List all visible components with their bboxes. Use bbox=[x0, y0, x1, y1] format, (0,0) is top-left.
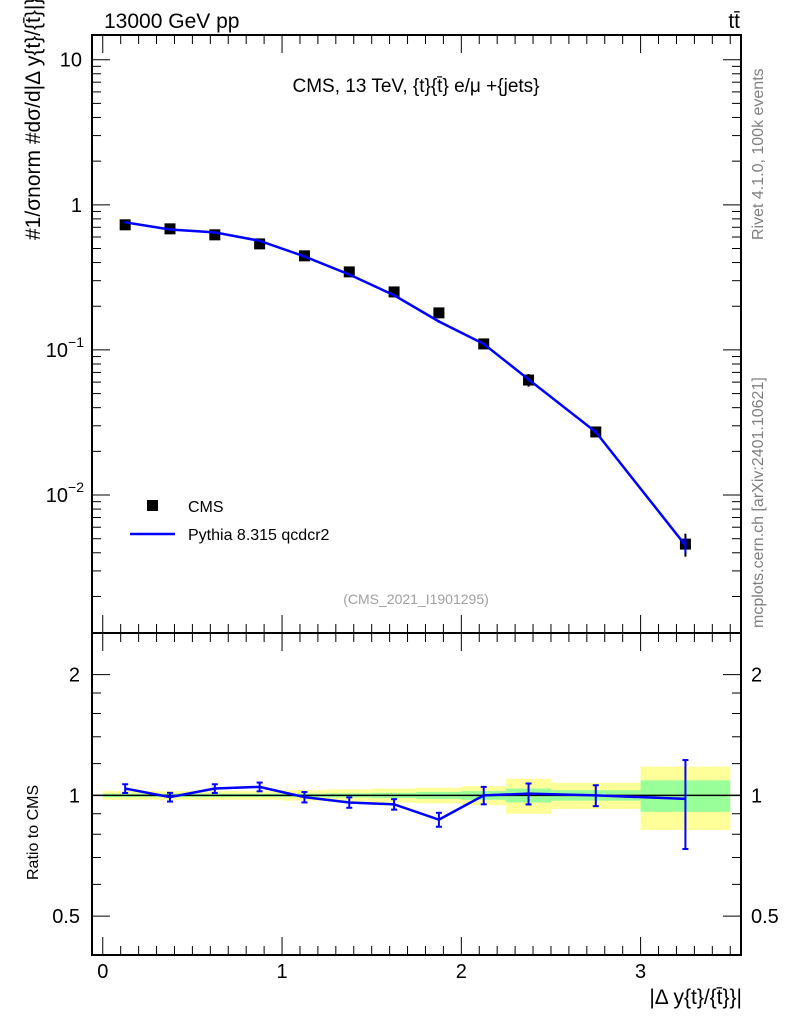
ratio-y-tick-label: 2 bbox=[69, 665, 80, 687]
ratio-y-tick-label-right: 0.5 bbox=[751, 906, 779, 928]
ratio-y-tick-label: 0.5 bbox=[52, 906, 80, 928]
y-tick-label: 10 bbox=[60, 50, 82, 72]
x-tick-label: 2 bbox=[456, 961, 467, 983]
legend-pythia-label: Pythia 8.315 qcdcr2 bbox=[188, 527, 330, 544]
rivet-version-label: Rivet 4.1.0, 100k events bbox=[750, 68, 767, 240]
y-tick-exponent: −2 bbox=[68, 479, 84, 495]
cms-data-point bbox=[343, 266, 355, 278]
cms-data-point bbox=[388, 286, 400, 298]
ratio-frame bbox=[91, 632, 742, 956]
ratio-pythia-line bbox=[124, 785, 686, 822]
ratio-y-tick-label-right: 2 bbox=[751, 665, 762, 687]
x-tick-label: 0 bbox=[97, 961, 108, 983]
analysis-watermark: (CMS_2021_I1901295) bbox=[343, 591, 489, 607]
y-tick-label: 1 bbox=[71, 195, 82, 217]
ratio-y-tick-label: 1 bbox=[69, 785, 80, 807]
legend-cms-marker bbox=[147, 500, 158, 511]
y-tick-exponent: −1 bbox=[68, 334, 84, 350]
cms-data-point bbox=[119, 219, 131, 231]
y-tick-label: 10 bbox=[46, 340, 68, 362]
legend: CMS Pythia 8.315 qcdcr2 bbox=[130, 499, 330, 544]
x-tick-label: 3 bbox=[635, 961, 646, 983]
ratio-y-axis-label: Ratio to CMS bbox=[25, 785, 42, 880]
header-process: 13000 GeV pp bbox=[104, 10, 239, 33]
cms-data-point bbox=[433, 307, 445, 319]
cms-data-point bbox=[254, 238, 266, 250]
pythia-line bbox=[124, 221, 687, 547]
ratio-panel: 2 2 1 1 0.5 0.5 0 1 2 3 bbox=[52, 632, 779, 983]
x-tick-label: 1 bbox=[276, 961, 287, 983]
mcplots-source-label: mcplots.cern.ch [arXiv:2401.10621] bbox=[750, 377, 767, 628]
x-axis-label: |Δ y{t}/{t̄}}| bbox=[649, 986, 742, 1009]
cms-data-point bbox=[209, 229, 221, 241]
main-title: CMS, 13 TeV, {t}{t̄} e/μ +{jets} bbox=[292, 76, 539, 97]
header-final-state: tt̄ bbox=[728, 10, 740, 33]
y-tick-label: 10 bbox=[46, 485, 68, 507]
ratio-y-tick-label-right: 1 bbox=[751, 785, 762, 807]
main-y-axis-label: #1/σnorm #dσ/d|Δ y{t}/{t̄}|} bbox=[22, 0, 45, 240]
legend-cms-label: CMS bbox=[188, 499, 224, 516]
